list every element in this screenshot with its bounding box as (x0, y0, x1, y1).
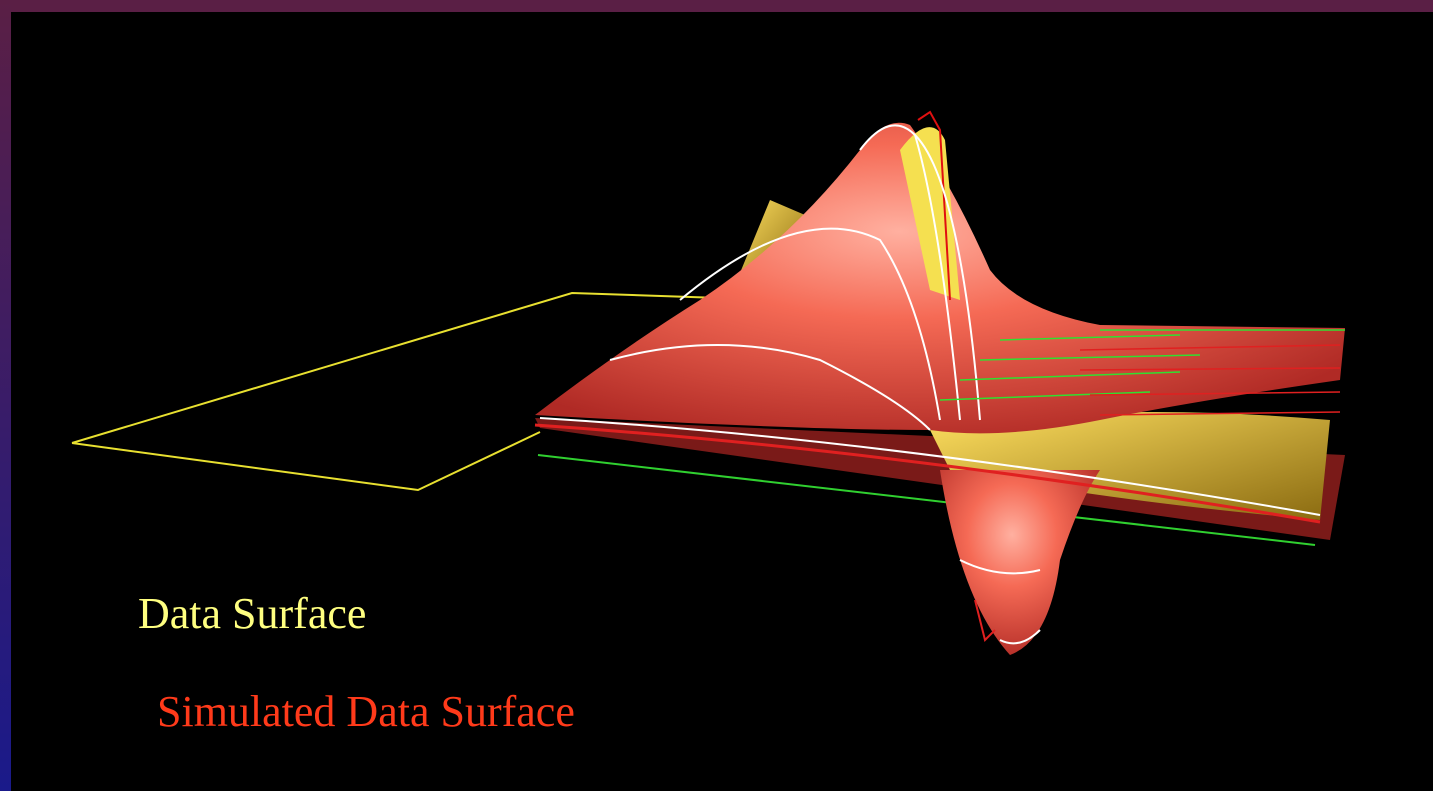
surface-render (0, 0, 1433, 791)
data-surface-label: Data Surface (138, 592, 366, 636)
simulated-surface-label: Simulated Data Surface (157, 690, 575, 734)
slide: {"labels": {"data_surface": "Data Surfac… (0, 0, 1433, 791)
